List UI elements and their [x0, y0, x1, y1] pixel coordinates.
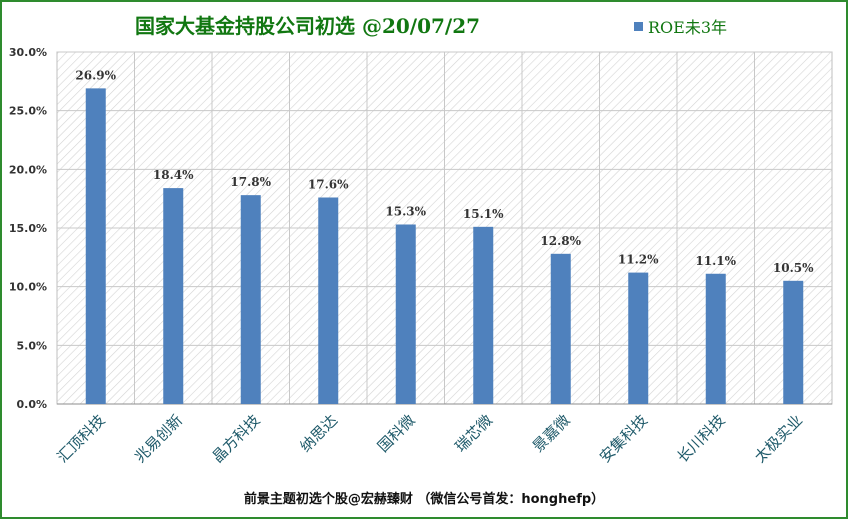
data-label: 17.6%	[308, 177, 349, 191]
x-tick-label: 景嘉微	[529, 411, 574, 456]
x-tick-label: 晶方科技	[208, 411, 263, 466]
data-label: 10.5%	[773, 261, 814, 275]
x-tick-label: 国科微	[374, 411, 419, 456]
bar	[783, 280, 804, 404]
bar	[85, 88, 106, 404]
y-tick-label: 30.0%	[9, 46, 47, 59]
legend: ROE未3年	[634, 14, 727, 38]
y-tick-label: 25.0%	[9, 105, 47, 118]
bar	[395, 224, 416, 404]
bar	[163, 188, 184, 404]
data-label: 15.1%	[463, 207, 504, 221]
footer-caption: 前景主题初选个股@宏赫臻财 （微信公号首发：honghefp）	[243, 492, 605, 507]
x-tick-label: 安集科技	[596, 411, 651, 466]
bar	[473, 226, 494, 404]
data-label: 26.9%	[75, 68, 116, 82]
bar	[705, 273, 726, 404]
y-tick-label: 0.0%	[16, 398, 47, 411]
bar	[318, 197, 339, 404]
data-label: 15.3%	[385, 204, 426, 218]
data-label: 17.8%	[230, 175, 271, 189]
bar	[240, 195, 261, 404]
legend-label: ROE未3年	[648, 18, 728, 37]
x-tick-label: 纳思达	[297, 411, 342, 456]
chart-title: 国家大基金持股公司初选 @20/07/27	[135, 14, 481, 38]
x-tick-label: 兆易创新	[131, 411, 186, 466]
y-tick-label: 5.0%	[16, 339, 47, 352]
x-tick-label: 长川科技	[673, 411, 728, 466]
y-tick-label: 15.0%	[9, 222, 47, 235]
legend-swatch	[634, 21, 643, 31]
y-tick-label: 10.0%	[9, 281, 47, 294]
data-label: 12.8%	[540, 234, 581, 248]
data-label: 18.4%	[153, 168, 194, 182]
x-tick-label: 汇顶科技	[53, 411, 108, 466]
y-tick-label: 20.0%	[9, 163, 47, 176]
data-label: 11.1%	[695, 254, 736, 268]
bar	[550, 253, 571, 404]
data-label: 11.2%	[618, 253, 659, 267]
x-tick-label: 瑞芯微	[452, 411, 497, 456]
bar	[628, 272, 649, 404]
x-tick-label: 太极实业	[751, 411, 806, 466]
